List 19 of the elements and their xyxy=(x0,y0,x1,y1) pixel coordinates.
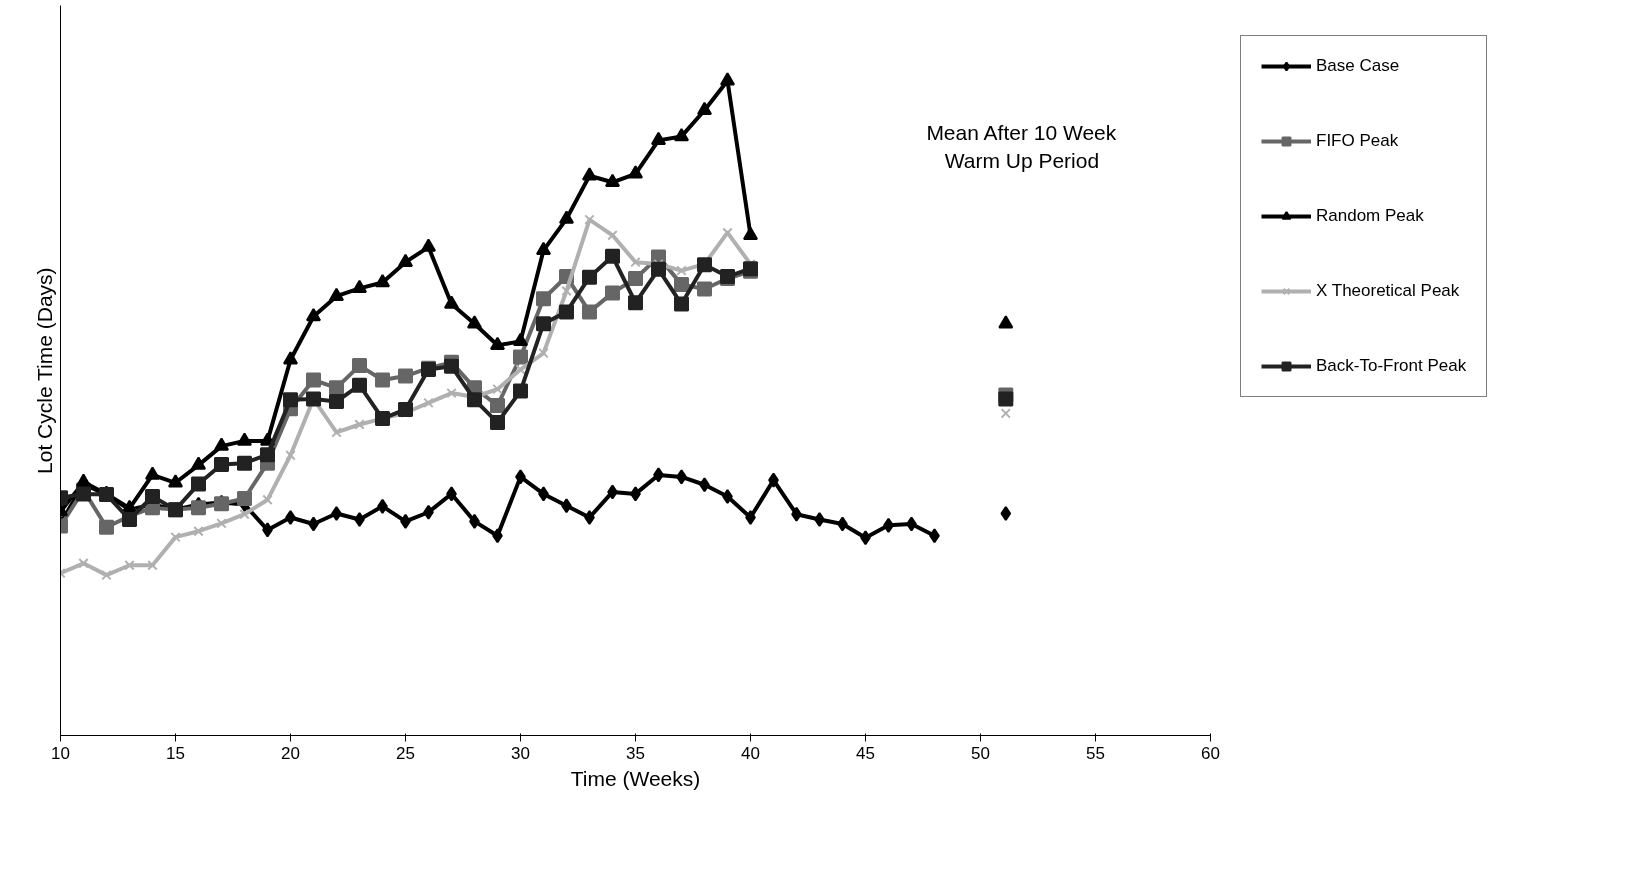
x-tick-label: 50 xyxy=(971,743,990,763)
x-tick-label: 35 xyxy=(626,743,645,763)
x-tick-label: 15 xyxy=(166,743,185,763)
x-tick-label: 55 xyxy=(1086,743,1105,763)
x-tick-label: 40 xyxy=(741,743,760,763)
legend-label: FIFO Peak xyxy=(1316,131,1399,151)
x-axis-title: Time (Weeks) xyxy=(570,766,701,790)
legend-label: X Theoretical Peak xyxy=(1316,281,1460,301)
x-tick-label: 60 xyxy=(1201,743,1220,763)
x-tick-label: 30 xyxy=(511,743,530,763)
legend-label: Base Case xyxy=(1316,56,1400,76)
legend-label: Back-To-Front Peak xyxy=(1316,356,1467,376)
x-tick-label: 25 xyxy=(396,743,415,763)
x-tick-label: 20 xyxy=(281,743,300,763)
legend-label: Random Peak xyxy=(1316,206,1424,226)
annotation: Mean After 10 Week Warm Up Period xyxy=(926,120,1117,172)
x-tick-label: 45 xyxy=(856,743,875,763)
x-tick-label: 10 xyxy=(51,743,70,763)
y-axis-title: Lot Cycle Time (Days) xyxy=(32,267,56,474)
